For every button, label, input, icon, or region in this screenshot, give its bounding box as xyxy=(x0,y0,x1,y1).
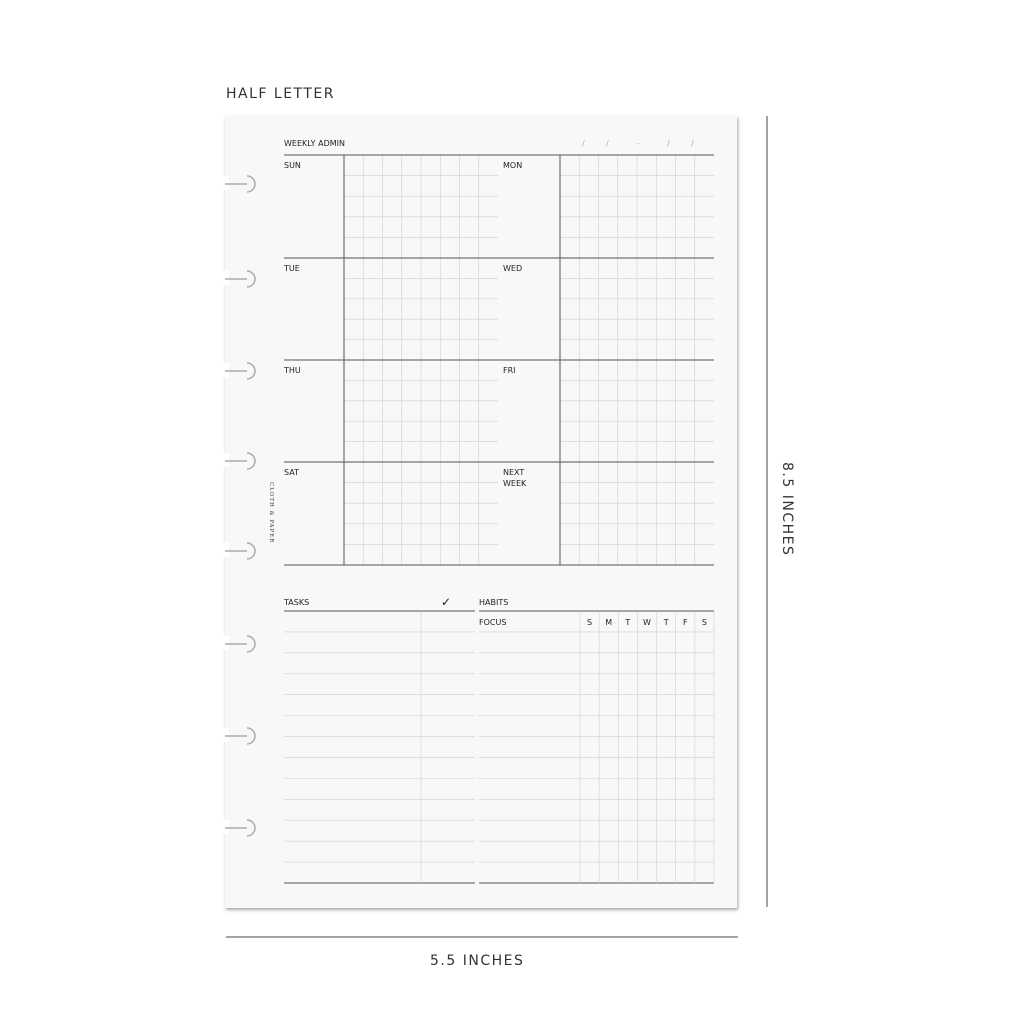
ring-hole-icon xyxy=(225,362,256,380)
ring-hole-icon xyxy=(225,270,256,288)
day-label: THU xyxy=(283,366,301,375)
weekday-label: F xyxy=(683,618,688,627)
tasks-title: TASKS xyxy=(283,598,309,607)
notch-slot xyxy=(221,820,229,834)
day-label: TUE xyxy=(283,264,300,273)
date-mark: / xyxy=(582,139,585,148)
day-labels: SUN MON TUE WED THU FRI SAT NEXT WEEK xyxy=(283,161,527,488)
weekday-label: S xyxy=(702,618,707,627)
ring-hole-icon xyxy=(225,635,256,653)
habits-title: HABITS xyxy=(479,598,508,607)
day-label: SUN xyxy=(284,161,301,170)
notch-slot xyxy=(221,728,229,742)
size-label: HALF LETTER xyxy=(226,86,335,102)
ring-hole-icon xyxy=(225,452,256,470)
notch-slot xyxy=(221,636,229,650)
day-label: MON xyxy=(503,161,522,170)
planner-page xyxy=(225,116,737,908)
weekly-grid xyxy=(284,154,714,566)
tasks-list[interactable] xyxy=(284,610,475,884)
day-label: FRI xyxy=(503,366,516,375)
check-icon: ✓ xyxy=(441,595,451,609)
date-mark: - xyxy=(637,139,640,148)
ring-hole-icon xyxy=(225,175,256,193)
weekday-label: T xyxy=(624,618,630,627)
weekly-admin-title: WEEKLY ADMIN xyxy=(284,139,345,148)
day-label: SAT xyxy=(284,468,299,477)
height-label: 8.5 INCHES xyxy=(779,462,795,556)
ring-notches xyxy=(221,175,256,837)
notch-slot xyxy=(221,176,229,190)
brand-logo: CLOTH & PAPER xyxy=(268,482,274,543)
date-mark: / xyxy=(606,139,609,148)
width-label: 5.5 INCHES xyxy=(430,953,524,969)
notch-slot xyxy=(221,363,229,377)
notch-slot xyxy=(221,543,229,557)
date-mark: / xyxy=(691,139,694,148)
focus-label: FOCUS xyxy=(479,618,506,627)
date-range-field[interactable]: / / - / / xyxy=(582,139,694,148)
notch-slot xyxy=(221,453,229,467)
notch-slot xyxy=(221,271,229,285)
weekday-label: M xyxy=(605,618,612,627)
date-mark: / xyxy=(667,139,670,148)
weekday-label: W xyxy=(643,618,651,627)
ring-hole-icon xyxy=(225,819,256,837)
day-label: WED xyxy=(503,264,522,273)
weekday-label: S xyxy=(587,618,592,627)
weekday-label: T xyxy=(663,618,669,627)
ring-hole-icon xyxy=(225,542,256,560)
day-label: NEXT xyxy=(503,468,524,477)
day-label: WEEK xyxy=(503,479,527,488)
ring-hole-icon xyxy=(225,727,256,745)
